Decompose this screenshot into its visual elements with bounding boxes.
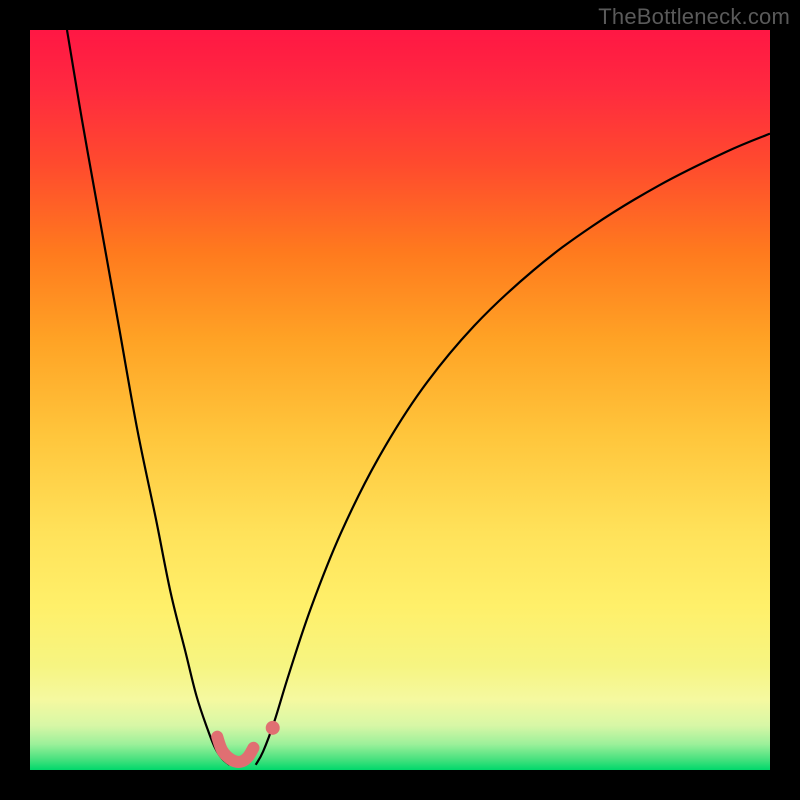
gradient-background xyxy=(30,30,770,770)
chart-container: TheBottleneck.com xyxy=(0,0,800,800)
optimal-point-dot xyxy=(266,721,280,735)
watermark-text: TheBottleneck.com xyxy=(598,4,790,30)
bottleneck-chart-svg xyxy=(0,0,800,800)
